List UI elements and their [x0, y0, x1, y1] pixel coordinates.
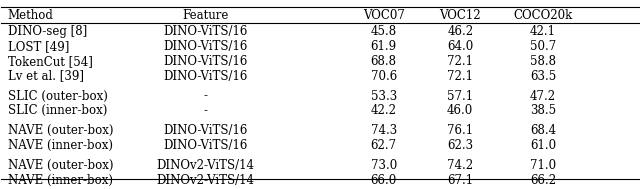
- Text: NAVE (outer-box): NAVE (outer-box): [8, 124, 113, 137]
- Text: 63.5: 63.5: [530, 70, 556, 83]
- Text: 47.2: 47.2: [530, 90, 556, 102]
- Text: DINO-ViTS/16: DINO-ViTS/16: [163, 70, 248, 83]
- Text: 74.2: 74.2: [447, 159, 473, 172]
- Text: -: -: [204, 90, 207, 102]
- Text: Lv et al. [39]: Lv et al. [39]: [8, 70, 84, 83]
- Text: NAVE (inner-box): NAVE (inner-box): [8, 139, 113, 152]
- Text: DINO-seg [8]: DINO-seg [8]: [8, 25, 87, 38]
- Text: 64.0: 64.0: [447, 40, 474, 53]
- Text: COCO20k: COCO20k: [513, 9, 573, 22]
- Text: VOC12: VOC12: [440, 9, 481, 22]
- Text: 66.2: 66.2: [530, 174, 556, 187]
- Text: DINO-ViTS/16: DINO-ViTS/16: [163, 40, 248, 53]
- Text: 76.1: 76.1: [447, 124, 473, 137]
- Text: 42.2: 42.2: [371, 104, 397, 117]
- Text: 38.5: 38.5: [530, 104, 556, 117]
- Text: 67.1: 67.1: [447, 174, 473, 187]
- Text: DINO-ViTS/16: DINO-ViTS/16: [163, 55, 248, 68]
- Text: 45.8: 45.8: [371, 25, 397, 38]
- Text: DINO-ViTS/16: DINO-ViTS/16: [163, 139, 248, 152]
- Text: 74.3: 74.3: [371, 124, 397, 137]
- Text: 66.0: 66.0: [371, 174, 397, 187]
- Text: 58.8: 58.8: [530, 55, 556, 68]
- Text: 53.3: 53.3: [371, 90, 397, 102]
- Text: 68.4: 68.4: [530, 124, 556, 137]
- Text: 61.0: 61.0: [530, 139, 556, 152]
- Text: 72.1: 72.1: [447, 70, 473, 83]
- Text: 62.3: 62.3: [447, 139, 473, 152]
- Text: 62.7: 62.7: [371, 139, 397, 152]
- Text: 61.9: 61.9: [371, 40, 397, 53]
- Text: DINOv2-ViTS/14: DINOv2-ViTS/14: [156, 174, 254, 187]
- Text: DINO-ViTS/16: DINO-ViTS/16: [163, 124, 248, 137]
- Text: SLIC (outer-box): SLIC (outer-box): [8, 90, 108, 102]
- Text: 71.0: 71.0: [530, 159, 556, 172]
- Text: VOC07: VOC07: [363, 9, 404, 22]
- Text: -: -: [204, 104, 207, 117]
- Text: NAVE (inner-box): NAVE (inner-box): [8, 174, 113, 187]
- Text: LOST [49]: LOST [49]: [8, 40, 69, 53]
- Text: 57.1: 57.1: [447, 90, 473, 102]
- Text: 46.2: 46.2: [447, 25, 473, 38]
- Text: 73.0: 73.0: [371, 159, 397, 172]
- Text: DINOv2-ViTS/14: DINOv2-ViTS/14: [156, 159, 254, 172]
- Text: Feature: Feature: [182, 9, 228, 22]
- Text: 46.0: 46.0: [447, 104, 474, 117]
- Text: 70.6: 70.6: [371, 70, 397, 83]
- Text: Method: Method: [8, 9, 54, 22]
- Text: SLIC (inner-box): SLIC (inner-box): [8, 104, 107, 117]
- Text: DINO-ViTS/16: DINO-ViTS/16: [163, 25, 248, 38]
- Text: 68.8: 68.8: [371, 55, 397, 68]
- Text: 42.1: 42.1: [530, 25, 556, 38]
- Text: NAVE (outer-box): NAVE (outer-box): [8, 159, 113, 172]
- Text: TokenCut [54]: TokenCut [54]: [8, 55, 93, 68]
- Text: 72.1: 72.1: [447, 55, 473, 68]
- Text: 50.7: 50.7: [530, 40, 556, 53]
